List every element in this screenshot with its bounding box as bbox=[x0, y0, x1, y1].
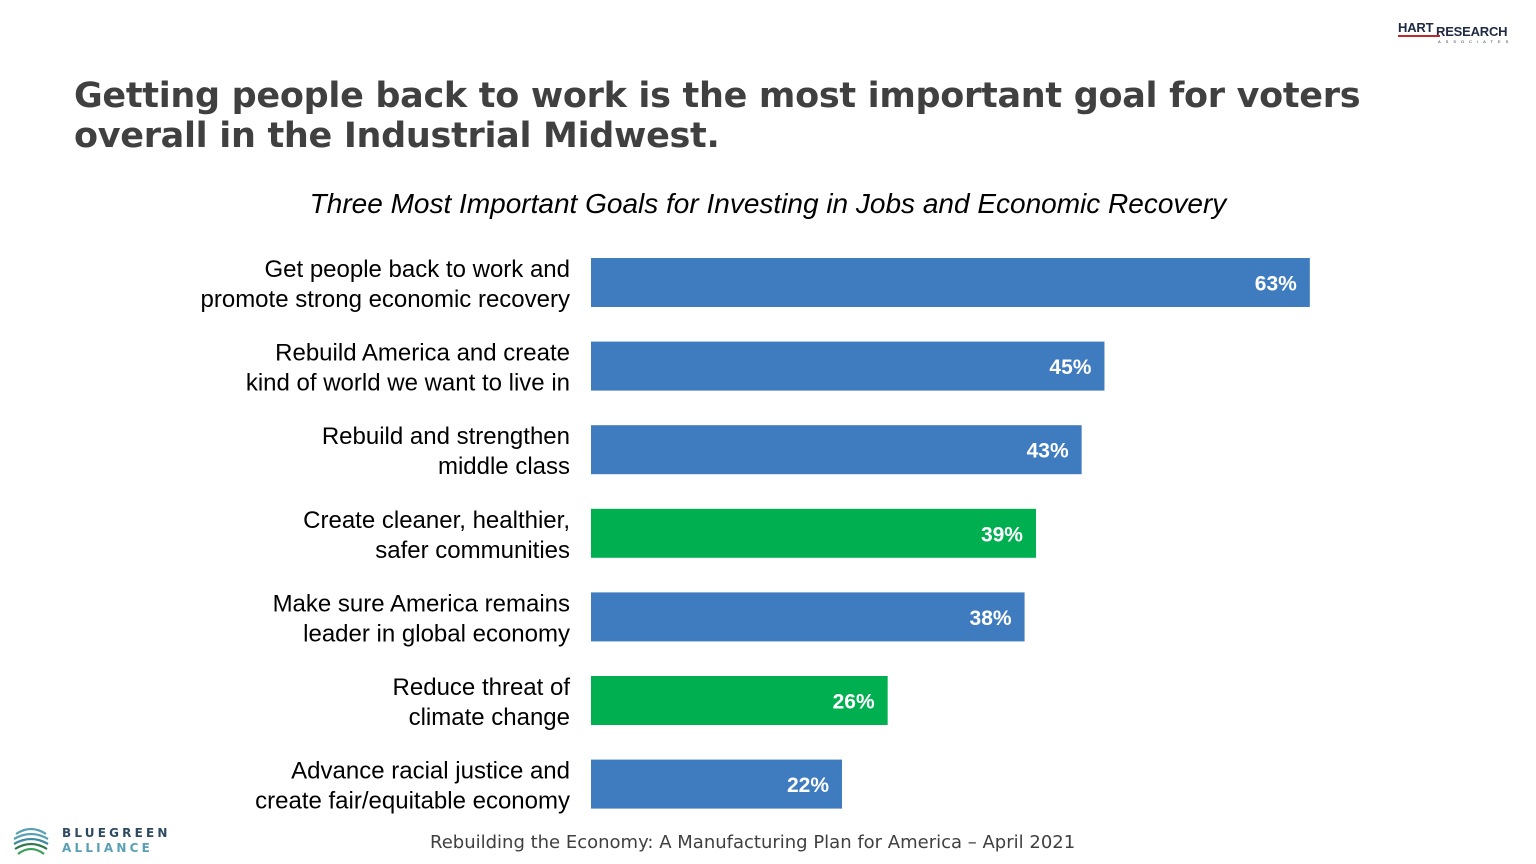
category-label-7: Advance racial justice and create fair/eq… bbox=[255, 758, 570, 815]
chart-title: Three Most Important Goals for Investing… bbox=[0, 188, 1536, 220]
logo-associates-text: ASSOCIATES bbox=[1438, 39, 1514, 44]
category-label-2: Rebuild America and create kind of world … bbox=[246, 340, 570, 397]
data-label-5: 38% bbox=[970, 607, 1012, 630]
data-label-2: 45% bbox=[1049, 356, 1091, 379]
bar-4 bbox=[591, 508, 1036, 558]
category-label-6: Reduce threat of climate change bbox=[393, 674, 571, 731]
logo-bluegreen-text: BLUEGREEN bbox=[62, 826, 171, 840]
chart-title-text: Three Most Important Goals for Investing… bbox=[309, 188, 1227, 219]
logo-rule bbox=[1398, 35, 1440, 37]
bar-7 bbox=[591, 759, 843, 809]
bluegreen-globe-icon bbox=[13, 827, 49, 855]
hart-research-logo: HART RESEARCH ASSOCIATES bbox=[1398, 18, 1514, 46]
logo-alliance-text: ALLIANCE bbox=[62, 841, 153, 855]
category-label-3: Rebuild and strengthen middle class bbox=[322, 423, 570, 480]
category-label-5: Make sure America remains leader in globa… bbox=[273, 590, 570, 647]
data-label-6: 26% bbox=[833, 691, 875, 714]
bar-2 bbox=[591, 341, 1105, 391]
data-label-7: 22% bbox=[787, 774, 829, 797]
data-label-4: 39% bbox=[981, 523, 1023, 546]
bluegreen-alliance-logo: BLUEGREEN ALLIANCE bbox=[12, 822, 172, 862]
bar-6 bbox=[591, 676, 888, 725]
category-label-4: Create cleaner, healthier, safer communit… bbox=[303, 507, 570, 564]
footer-caption: Rebuilding the Economy: A Manufacturing … bbox=[430, 832, 1076, 853]
data-label-3: 43% bbox=[1027, 440, 1069, 463]
category-label-1: Get people back to work and promote stron… bbox=[201, 256, 571, 313]
data-label-1: 63% bbox=[1255, 273, 1297, 296]
logo-research-text: RESEARCH bbox=[1436, 24, 1508, 39]
logo-hart-text: HART bbox=[1398, 20, 1434, 35]
bar-1 bbox=[591, 258, 1310, 307]
bar-3 bbox=[591, 425, 1082, 475]
bar-5 bbox=[591, 592, 1025, 642]
page-title: Getting people back to work is the most … bbox=[74, 76, 1361, 156]
